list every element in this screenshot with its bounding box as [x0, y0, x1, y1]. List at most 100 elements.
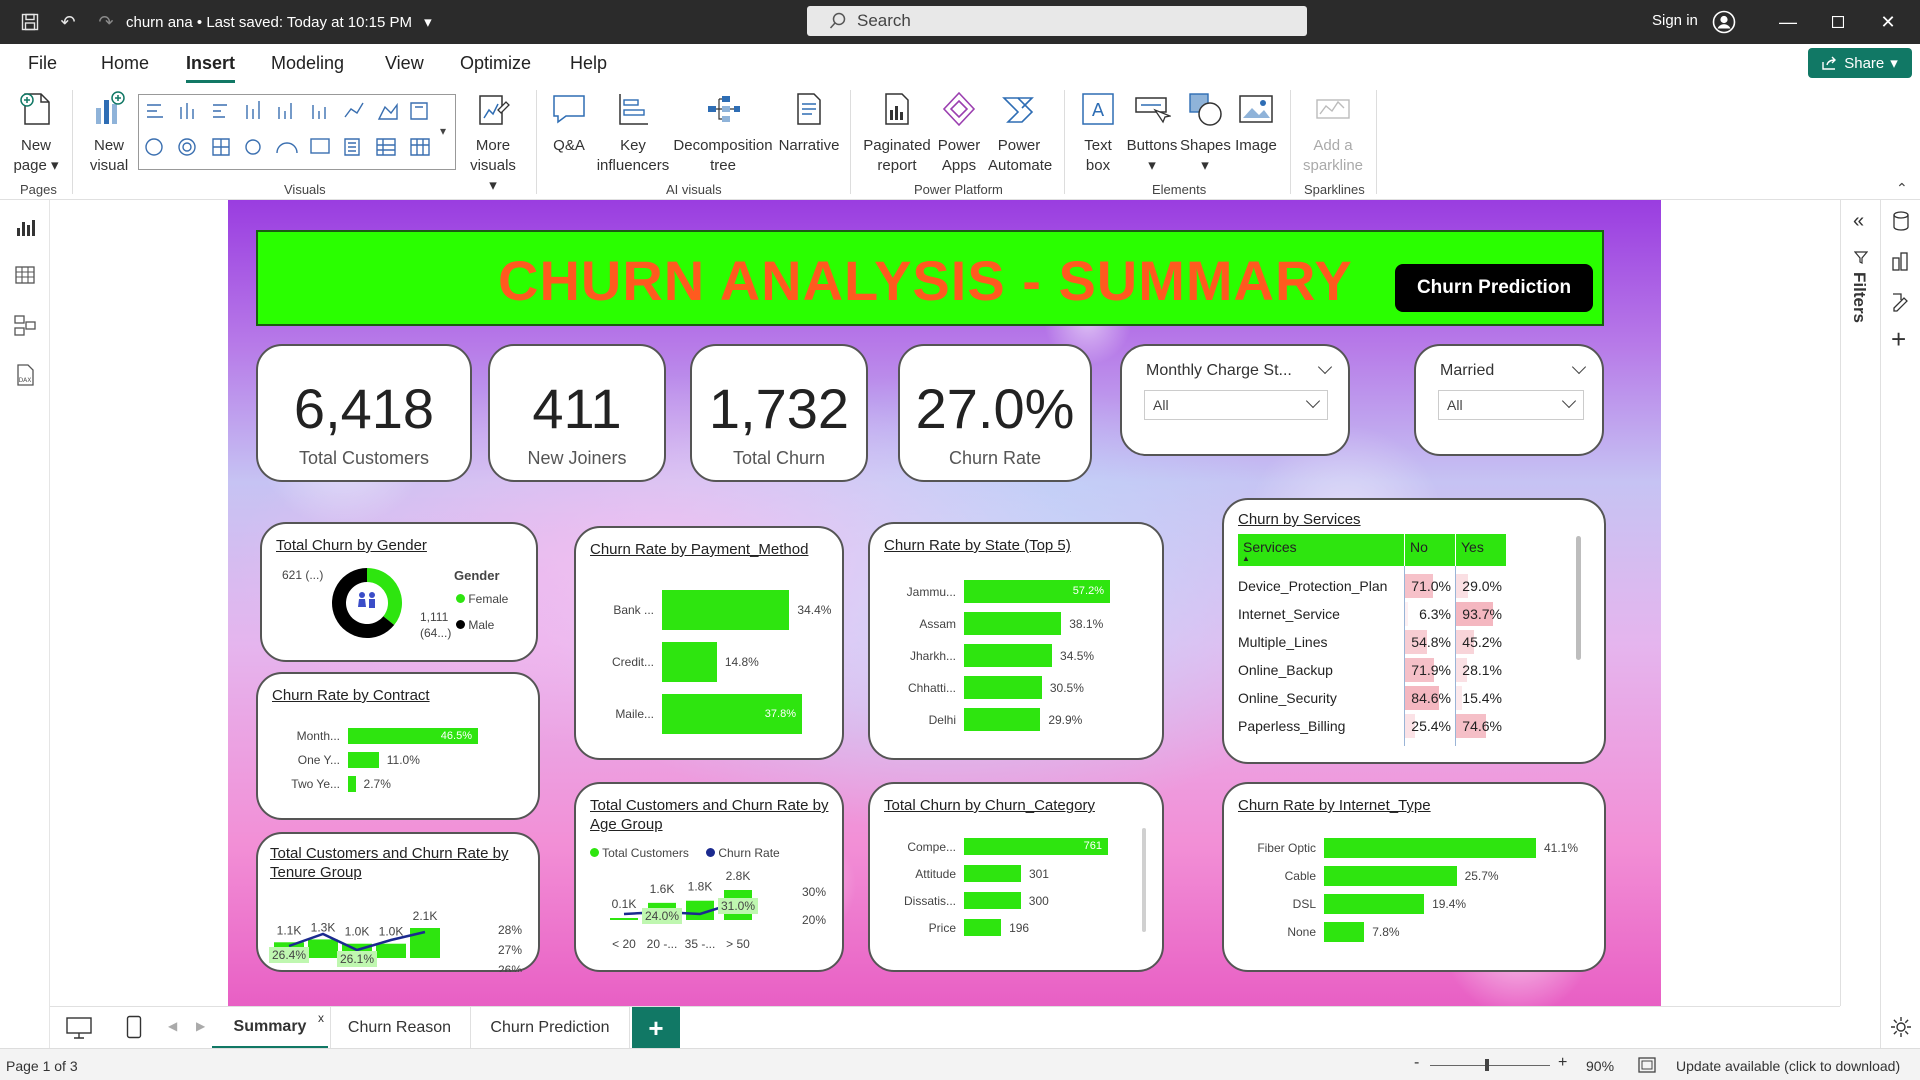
- bar[interactable]: [1324, 838, 1536, 858]
- scrollbar[interactable]: [1142, 828, 1146, 932]
- column-header-yes[interactable]: Yes: [1456, 534, 1506, 566]
- bar[interactable]: [964, 580, 1110, 603]
- donut-slice[interactable]: [367, 568, 402, 626]
- slicer-dropdown[interactable]: All: [1144, 390, 1328, 420]
- slicer-dropdown[interactable]: All: [1438, 390, 1584, 420]
- expand-pane-icon[interactable]: «: [1853, 210, 1865, 232]
- bar[interactable]: [348, 752, 379, 768]
- legend-item-total-customers[interactable]: Total Customers: [590, 846, 689, 860]
- chevron-down-icon[interactable]: [1317, 359, 1333, 375]
- bar[interactable]: [964, 838, 1108, 855]
- sign-in-link[interactable]: Sign in: [1652, 12, 1698, 29]
- zoom-slider-thumb[interactable]: [1485, 1059, 1489, 1071]
- scroll-left-icon[interactable]: ◀: [168, 1019, 178, 1033]
- page-tab-churn-reason[interactable]: Churn Reason: [330, 1007, 468, 1049]
- text-box-button[interactable]: A Text box: [1074, 90, 1122, 176]
- chart-churn-by-contract[interactable]: Churn Rate by Contract Month... 46.5% One …: [256, 672, 540, 820]
- fit-to-page-icon[interactable]: [1638, 1057, 1656, 1073]
- bar[interactable]: [662, 642, 717, 682]
- zoom-in-button[interactable]: +: [1558, 1054, 1568, 1071]
- kpi-new-joiners[interactable]: 411 New Joiners: [488, 344, 666, 482]
- key-influencers-button[interactable]: Key influencers: [596, 90, 670, 176]
- paginated-report-button[interactable]: Paginated report: [862, 90, 932, 176]
- chart-churn-by-state[interactable]: Churn Rate by State (Top 5) Jammu... 57.2…: [868, 522, 1164, 760]
- tab-modeling[interactable]: Modeling: [271, 53, 345, 73]
- decomposition-tree-button[interactable]: Decomposition tree: [672, 90, 774, 176]
- tab-help[interactable]: Help: [570, 53, 608, 73]
- chart-churn-by-payment-method[interactable]: Churn Rate by Payment_Method Bank ... 34.…: [574, 526, 844, 760]
- slicer-married[interactable]: Married All: [1414, 344, 1604, 456]
- format-pane-icon[interactable]: [1890, 290, 1912, 312]
- bar[interactable]: [1324, 894, 1425, 914]
- power-automate-button[interactable]: Power Automate: [988, 90, 1052, 176]
- donut-slice[interactable]: [332, 568, 395, 638]
- bar[interactable]: [1324, 922, 1365, 942]
- bar[interactable]: [662, 590, 790, 630]
- redo-icon[interactable]: ↷: [98, 11, 114, 32]
- close-icon[interactable]: ✕: [1880, 11, 1896, 32]
- bar[interactable]: [964, 676, 1042, 699]
- table-row-label[interactable]: Paperless_Billing: [1238, 718, 1346, 734]
- tab-optimize[interactable]: Optimize: [460, 53, 532, 73]
- shapes-button[interactable]: Shapes ▾: [1180, 90, 1231, 176]
- scroll-right-icon[interactable]: ▶: [196, 1019, 206, 1033]
- table-row-label[interactable]: Online_Backup: [1238, 662, 1333, 678]
- tab-insert[interactable]: Insert: [186, 53, 236, 83]
- power-apps-button[interactable]: Power Apps: [934, 90, 984, 176]
- data-pane-icon[interactable]: [1890, 210, 1912, 232]
- model-view-icon[interactable]: [12, 312, 38, 338]
- minimize-icon[interactable]: —: [1779, 11, 1797, 32]
- undo-icon[interactable]: ↶: [60, 11, 76, 32]
- bar[interactable]: [964, 612, 1062, 635]
- bar[interactable]: [308, 939, 338, 958]
- legend-item-churn-rate[interactable]: Churn Rate: [706, 846, 780, 860]
- save-icon[interactable]: [18, 10, 42, 34]
- chart-tenure-group[interactable]: Total Customers and Churn Rate by Tenure…: [256, 832, 540, 972]
- more-visuals-button[interactable]: More visuals ▾: [466, 90, 520, 196]
- churn-rate-line[interactable]: [288, 930, 426, 952]
- bar[interactable]: [376, 943, 406, 958]
- kpi-total-customers[interactable]: 6,418 Total Customers: [256, 344, 472, 482]
- bar[interactable]: [964, 865, 1021, 882]
- filter-icon[interactable]: [1854, 250, 1868, 264]
- tab-view[interactable]: View: [385, 53, 424, 73]
- page-tab-churn-prediction[interactable]: Churn Prediction: [470, 1007, 630, 1049]
- search-box[interactable]: Search: [807, 6, 1307, 36]
- filters-label[interactable]: Filters: [1850, 272, 1869, 324]
- table-row-label[interactable]: Multiple_Lines: [1238, 634, 1328, 650]
- kpi-total-churn[interactable]: 1,732 Total Churn: [690, 344, 868, 482]
- chart-churn-by-internet-type[interactable]: Churn Rate by Internet_Type Fiber Optic 4…: [1222, 782, 1606, 972]
- zoom-out-button[interactable]: -: [1414, 1054, 1420, 1071]
- new-visual-button[interactable]: New visual: [86, 90, 132, 176]
- bar[interactable]: [348, 776, 356, 792]
- share-button[interactable]: Share ▾: [1808, 48, 1912, 78]
- dax-query-view-icon[interactable]: DAX: [12, 362, 38, 388]
- narrative-button[interactable]: Narrative: [776, 90, 842, 156]
- zoom-slider-track[interactable]: [1430, 1065, 1550, 1066]
- table-churn-by-services[interactable]: Churn by Services Services ▲ No Yes Devi…: [1222, 498, 1606, 764]
- tab-file[interactable]: File: [28, 53, 58, 73]
- legend-item-male[interactable]: Male: [456, 618, 494, 632]
- mobile-layout-icon[interactable]: [126, 1015, 142, 1039]
- bar[interactable]: [686, 900, 714, 920]
- tab-home[interactable]: Home: [101, 53, 150, 73]
- slicer-monthly-charge[interactable]: Monthly Charge St... All: [1120, 344, 1350, 456]
- settings-gear-icon[interactable]: [1890, 1016, 1912, 1038]
- column-header-services[interactable]: Services ▲: [1238, 534, 1404, 566]
- visualizations-pane-icon[interactable]: [1890, 250, 1912, 272]
- bar[interactable]: [1324, 866, 1457, 886]
- collapse-ribbon-icon[interactable]: ⌃: [1896, 180, 1908, 196]
- chart-churn-by-category[interactable]: Total Churn by Churn_Category Compe... 76…: [868, 782, 1164, 972]
- column-header-no[interactable]: No: [1405, 534, 1455, 566]
- bar[interactable]: [610, 918, 638, 920]
- bar[interactable]: [662, 694, 802, 734]
- new-page-button[interactable]: New page ▾: [10, 90, 62, 176]
- churn-prediction-button[interactable]: Churn Prediction: [1395, 264, 1593, 312]
- maximize-icon[interactable]: [1824, 8, 1852, 36]
- qa-button[interactable]: Q&A: [548, 90, 590, 156]
- close-tab-icon[interactable]: x: [318, 1011, 324, 1025]
- table-row-label[interactable]: Online_Security: [1238, 690, 1337, 706]
- bar[interactable]: [348, 728, 478, 744]
- gallery-expand-icon[interactable]: ▾: [440, 124, 447, 138]
- bar[interactable]: [964, 919, 1002, 936]
